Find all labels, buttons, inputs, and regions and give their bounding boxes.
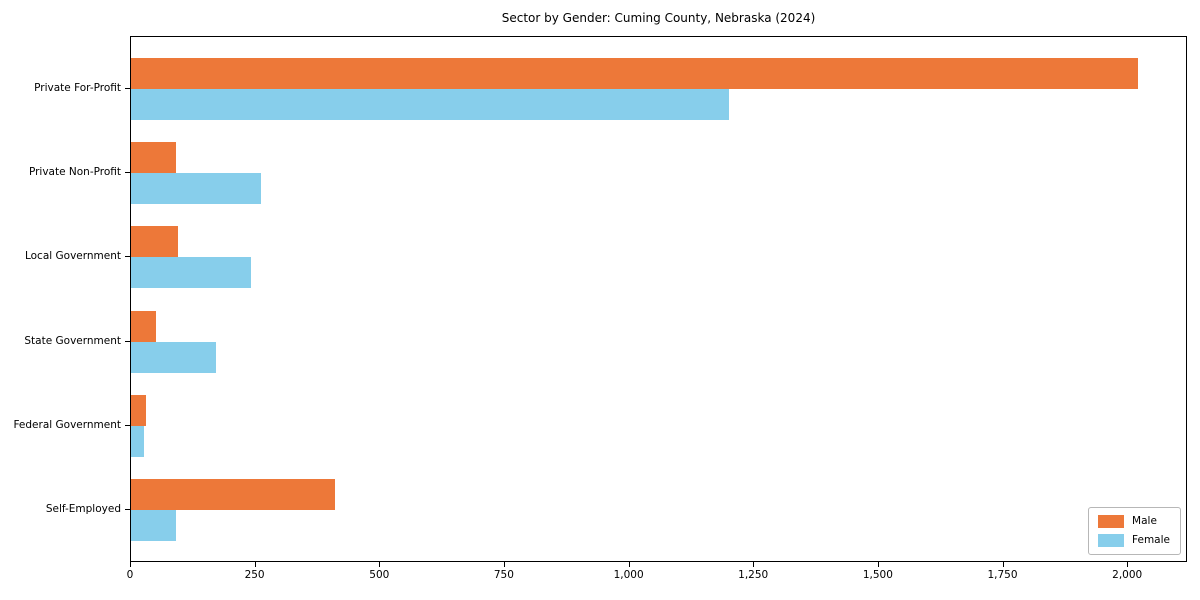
- y-tick-label: State Government: [24, 334, 121, 347]
- legend-swatch-male: [1098, 515, 1125, 528]
- x-tick-label: 1,500: [862, 569, 893, 581]
- bar-male-state-government: [131, 310, 156, 342]
- x-tick-label: 0: [126, 569, 134, 581]
- y-tick-mark: [125, 509, 130, 510]
- x-tick-label: 2,000: [1112, 569, 1143, 581]
- legend-swatch-female: [1098, 534, 1125, 547]
- x-tick-mark: [877, 562, 879, 567]
- legend-item-female: Female: [1098, 534, 1170, 547]
- y-tick-mark: [125, 88, 130, 89]
- bar-female-private-non-profit: [131, 173, 261, 205]
- plot-area: [130, 36, 1187, 562]
- bar-male-private-for-profit: [131, 58, 1139, 89]
- chart-title: Sector by Gender: Cuming County, Nebrask…: [501, 11, 816, 25]
- x-tick-label: 750: [493, 569, 514, 581]
- bar-female-local-government: [131, 257, 251, 289]
- y-tick-mark: [125, 172, 130, 174]
- y-tick-mark: [125, 340, 130, 342]
- y-tick-mark: [125, 256, 130, 258]
- bar-male-self-employed: [131, 479, 336, 510]
- x-tick-label: 500: [369, 569, 390, 581]
- bar-female-self-employed: [131, 510, 176, 541]
- x-tick-mark: [753, 562, 755, 567]
- x-tick-label: 1,250: [738, 569, 769, 581]
- legend-item-male: Male: [1098, 515, 1170, 528]
- x-tick-label: 1,000: [613, 569, 644, 581]
- bar-female-state-government: [131, 341, 216, 373]
- legend-label: Female: [1132, 534, 1170, 546]
- bar-female-federal-government: [131, 425, 144, 457]
- y-tick-label: Self-Employed: [45, 503, 121, 515]
- x-tick-mark: [1127, 562, 1129, 567]
- y-tick-label: Local Government: [24, 250, 121, 263]
- x-tick-mark: [379, 562, 381, 567]
- x-tick-label: 250: [244, 569, 265, 581]
- x-tick-mark: [628, 562, 630, 567]
- bar-female-private-for-profit: [131, 89, 730, 120]
- x-tick-mark: [1002, 562, 1004, 567]
- x-tick-label: 1,750: [987, 569, 1018, 581]
- y-tick-label: Private For-Profit: [34, 82, 121, 94]
- bar-male-federal-government: [131, 394, 146, 426]
- bar-male-private-non-profit: [131, 142, 176, 174]
- legend-label: Male: [1132, 515, 1157, 527]
- x-tick-mark: [254, 562, 256, 567]
- x-tick-mark: [130, 562, 131, 567]
- legend: Male Female: [1088, 507, 1181, 555]
- y-tick-label: Private Non-Profit: [28, 166, 121, 179]
- x-tick-mark: [503, 562, 505, 567]
- y-tick-label: Federal Government: [13, 418, 121, 431]
- bar-male-local-government: [131, 226, 179, 258]
- y-tick-mark: [125, 424, 130, 426]
